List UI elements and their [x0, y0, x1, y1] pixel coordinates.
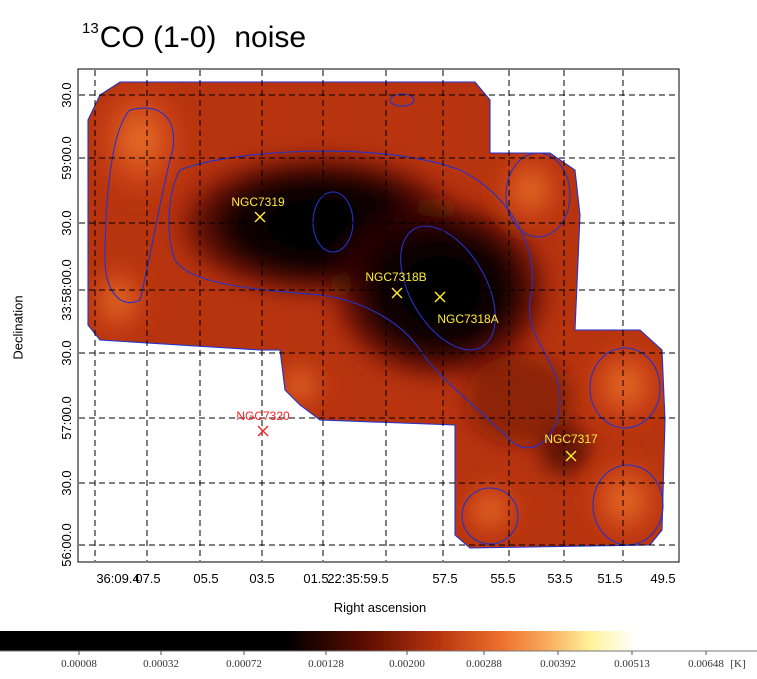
- source-marker-cross: [565, 450, 577, 462]
- colorbar-tick-label: 0.00128: [308, 658, 344, 670]
- source-marker-cross: [254, 211, 266, 223]
- contour-right-middle: [589, 347, 661, 429]
- x-tick-label: 51.5: [597, 571, 622, 586]
- x-tick-label: 22:35:59.5: [327, 571, 388, 586]
- source-ngc7318b: NGC7318B: [365, 270, 427, 299]
- contour-right-lower: [592, 464, 664, 546]
- colorbar-tick-label: 0.00008: [61, 658, 97, 670]
- chart-title: 13CO (1-0) noise: [82, 20, 306, 55]
- colorbar-gradient: [0, 631, 757, 651]
- x-tick-label: 49.5: [650, 571, 675, 586]
- source-marker-cross: [434, 291, 446, 303]
- x-axis-label: Right ascension: [333, 600, 427, 615]
- contour-central-low: [168, 150, 561, 449]
- colorbar-tick-label: 0.00072: [226, 658, 262, 670]
- source-label: NGC7318B: [365, 270, 426, 284]
- coordinate-grid: [79, 70, 678, 561]
- y-tick-label: 30.0: [59, 340, 74, 365]
- noise-map-figure: NGC7319 NGC7318B NGC7318A NGC7317 NGC7320 36…: [59, 68, 680, 586]
- contour-outer-boundary: [87, 81, 666, 549]
- source-label: NGC7318A: [437, 312, 498, 326]
- source-label: NGC7319: [231, 195, 285, 209]
- contour-ngc7318-low: [400, 225, 496, 351]
- x-axis-ticks: 36:09.407.5 05.5 03.5 01.522:35:59.5 57.5 55.…: [96, 571, 675, 586]
- title-species: CO (1-0): [99, 21, 217, 54]
- contour-top-small: [389, 93, 415, 107]
- source-ngc7319: NGC7319: [231, 195, 285, 223]
- colorbar-unit: [K]: [730, 658, 745, 670]
- contour-ngc7319-low: [312, 191, 354, 253]
- y-tick-label: 30.0: [59, 82, 74, 107]
- colorbar-tick-label: 0.00513: [614, 658, 650, 670]
- source-markers: NGC7319 NGC7318B NGC7318A NGC7317 NGC7320: [231, 195, 598, 462]
- colorbar-tick-label: 0.00648: [688, 658, 724, 670]
- colorbar-tick-label: 0.00288: [466, 658, 502, 670]
- y-axis-ticks: 56:00.0 30.0 57:00.0 30.0 33:58:00.0 30.0 59:0…: [59, 82, 74, 566]
- source-ngc7318a: NGC7318A: [434, 291, 499, 326]
- x-tick-label: 36:09.4: [96, 571, 139, 586]
- x-tick-label: 53.5: [547, 571, 572, 586]
- y-tick-label: 56:00.0: [59, 523, 74, 566]
- y-axis-label: Declination: [10, 295, 26, 360]
- colorbar-tick-label: 0.00200: [389, 658, 425, 670]
- colorbar-tick-label: 0.00032: [143, 658, 179, 670]
- title-isotope-superscript: 13: [82, 20, 99, 37]
- contour-bottom-mid: [461, 487, 519, 545]
- colorbar-tick-label: 0.00392: [540, 658, 576, 670]
- source-ngc7320: NGC7320: [236, 409, 290, 437]
- x-tick-label: 03.5: [249, 571, 274, 586]
- source-ngc7317: NGC7317: [544, 432, 598, 462]
- y-tick-label: 30.0: [59, 470, 74, 495]
- y-tick-label: 59:00.0: [59, 136, 74, 179]
- contour-left-blob: [104, 107, 175, 303]
- x-tick-label: 05.5: [193, 571, 218, 586]
- source-marker-cross: [257, 425, 269, 437]
- source-label: NGC7317: [544, 432, 598, 446]
- y-tick-label: 57:00.0: [59, 396, 74, 439]
- x-tick-label: 01.5: [303, 571, 328, 586]
- source-marker-cross: [391, 287, 403, 299]
- colorbar: 0.00008 0.00032 0.00072 0.00128 0.00200 0.002…: [0, 630, 757, 674]
- noise-contours: [87, 81, 666, 549]
- x-tick-label: 07.5: [135, 571, 160, 586]
- x-tick-label: 57.5: [432, 571, 457, 586]
- x-tick-label: 55.5: [490, 571, 515, 586]
- source-label: NGC7320: [236, 409, 290, 423]
- title-quantity: noise: [234, 21, 307, 54]
- contour-right-upper: [505, 152, 571, 238]
- y-tick-label: 33:58:00.0: [59, 259, 74, 320]
- y-tick-label: 30.0: [59, 210, 74, 235]
